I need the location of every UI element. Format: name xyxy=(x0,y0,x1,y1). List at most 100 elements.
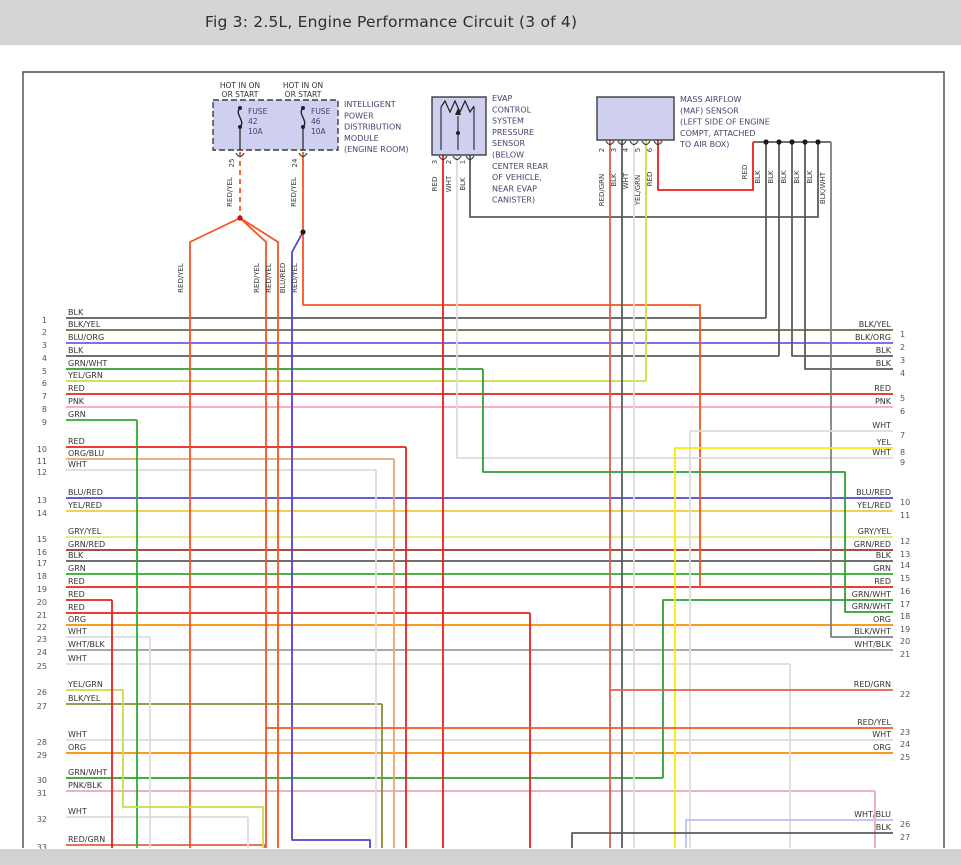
right-row-number-23: 23 xyxy=(900,728,910,737)
vertical-wire-label: RED/GRN xyxy=(598,174,606,207)
vertical-wire-label: RED/YEL xyxy=(177,263,185,293)
left-row-number-23: 23 xyxy=(37,635,47,644)
component-evap-box-label: CENTER REAR xyxy=(492,162,549,171)
component-evap-box-label: (BELOW xyxy=(492,151,524,160)
right-row-number-11: 11 xyxy=(900,511,910,520)
pin-connector-3 xyxy=(452,155,462,161)
right-row-label-7: WHT xyxy=(872,421,891,430)
right-row-label-18: GRN/WHT xyxy=(852,602,891,611)
right-row-label-6: PNK xyxy=(875,397,892,406)
left-row-number-12: 12 xyxy=(37,468,47,477)
wire-red-yel-3 xyxy=(239,217,279,848)
component-ipdm-box-label: INTELLIGENT xyxy=(344,100,396,109)
component-evap-box-label: OF VEHICLE, xyxy=(492,173,542,182)
right-row-label-4: BLK xyxy=(876,359,892,368)
left-row-label-29: ORG xyxy=(68,743,86,752)
wire-blk-19 xyxy=(804,142,893,370)
right-row-number-26: 26 xyxy=(900,820,910,829)
right-row-label-15: GRN xyxy=(873,564,891,573)
pin-connector-2 xyxy=(438,155,448,161)
component-maf-box xyxy=(596,96,675,141)
left-row-number-6: 6 xyxy=(42,379,47,388)
left-row-label-25: WHT xyxy=(68,654,87,663)
right-row-number-12: 12 xyxy=(900,537,910,546)
left-row-label-1: BLK xyxy=(68,308,84,317)
right-row-number-9: 9 xyxy=(900,458,905,467)
left-row-number-3: 3 xyxy=(42,341,47,350)
left-row-label-22: ORG xyxy=(68,615,86,624)
right-row-number-14: 14 xyxy=(900,561,910,570)
fuse-feed-label: HOT IN ON xyxy=(220,81,260,90)
fuse-0-label: 42 xyxy=(248,117,258,126)
right-row-number-13: 13 xyxy=(900,550,910,559)
component-maf-box-label: TO AIR BOX) xyxy=(679,140,729,149)
wire-red-yel-2 xyxy=(239,217,267,848)
component-evap-box-label: EVAP xyxy=(492,94,512,103)
splice-dot-1 xyxy=(300,229,306,235)
right-row-number-15: 15 xyxy=(900,574,910,583)
left-row-number-10: 10 xyxy=(37,445,47,454)
pin-connector-1 xyxy=(298,152,308,158)
right-row-label-25: ORG xyxy=(873,743,891,752)
fuse-1-label: 46 xyxy=(311,117,321,126)
wire-wht-36 xyxy=(689,430,893,848)
vertical-wire-label: 1 xyxy=(459,160,467,164)
left-row-label-26: YEL/GRN xyxy=(67,680,103,689)
component-evap-box-label: CANISTER) xyxy=(492,196,535,205)
wire-yel-37 xyxy=(674,447,893,848)
vertical-wire-label: RED/YEL xyxy=(290,177,298,207)
left-row-number-27: 27 xyxy=(37,702,47,711)
splice-dot-2 xyxy=(763,139,769,145)
right-row-number-20: 20 xyxy=(900,637,910,646)
right-row-number-7: 7 xyxy=(900,431,905,440)
vertical-wire-label: 3 xyxy=(431,160,439,164)
right-row-number-8: 8 xyxy=(900,448,905,457)
right-row-label-12: GRY/YEL xyxy=(858,527,892,536)
splice-dot-0 xyxy=(237,215,243,221)
left-row-number-8: 8 xyxy=(42,405,47,414)
left-row-number-15: 15 xyxy=(37,535,47,544)
component-ipdm-box-label: POWER xyxy=(344,111,374,120)
component-evap-box-label: SYSTEM xyxy=(492,117,524,126)
wire-blk-41 xyxy=(571,832,893,848)
right-row-label-23: RED/YEL xyxy=(857,718,891,727)
vertical-wire-label: 2 xyxy=(445,160,453,164)
left-row-number-9: 9 xyxy=(42,418,47,427)
vertical-wire-label: 6 xyxy=(646,147,654,152)
left-row-label-8: PNK xyxy=(68,397,85,406)
left-row-number-21: 21 xyxy=(37,611,47,620)
wire-yel-grn-31 xyxy=(122,690,264,848)
splice-dot-3 xyxy=(776,139,782,145)
component-ipdm-box-label: (ENGINE ROOM) xyxy=(344,145,408,154)
left-row-number-4: 4 xyxy=(42,354,47,363)
left-row-label-21: RED xyxy=(68,603,85,612)
left-row-number-1: 1 xyxy=(42,316,47,325)
right-row-label-21: WHT/BLK xyxy=(854,640,891,649)
vertical-wire-label: 25 xyxy=(228,159,236,168)
vertical-wire-label: BLK xyxy=(767,170,775,184)
right-row-number-5: 5 xyxy=(900,394,905,403)
left-row-number-19: 19 xyxy=(37,585,47,594)
vertical-wire-label: RED xyxy=(431,177,439,192)
right-row-label-19: ORG xyxy=(873,615,891,624)
vertical-wire-label: BLK xyxy=(610,173,618,187)
vertical-wire-label: 24 xyxy=(291,158,299,167)
vertical-wire-label: 4 xyxy=(622,147,630,152)
evap-arrow-icon xyxy=(455,108,461,115)
component-ipdm-box-label: DISTRIBUTION xyxy=(344,123,401,132)
component-maf-box-label: (LEFT SIDE OF ENGINE xyxy=(680,118,770,127)
vertical-wire-label: BLK xyxy=(780,170,788,184)
title-bar: Fig 3: 2.5L, Engine Performance Circuit … xyxy=(0,0,961,45)
diagram-border xyxy=(22,71,945,848)
component-maf-box-label: COMPT, ATTACHED xyxy=(680,129,756,138)
left-row-label-12: WHT xyxy=(68,460,87,469)
component-ipdm-box-label: MODULE xyxy=(344,134,379,143)
left-row-number-5: 5 xyxy=(42,367,47,376)
right-row-number-2: 2 xyxy=(900,343,905,352)
left-row-number-30: 30 xyxy=(37,776,47,785)
vertical-wire-label: YEL/GRN xyxy=(634,175,642,206)
left-row-number-29: 29 xyxy=(37,751,47,760)
left-row-label-28: WHT xyxy=(68,730,87,739)
right-row-number-4: 4 xyxy=(900,369,905,378)
